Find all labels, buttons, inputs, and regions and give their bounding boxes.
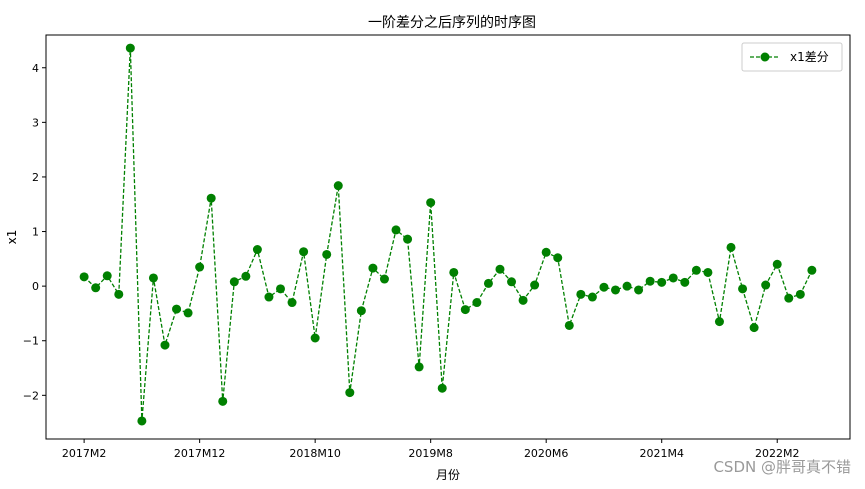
y-tick-label: 4 [32, 62, 39, 75]
data-point [195, 262, 205, 272]
data-point [276, 284, 285, 294]
data-point [137, 416, 147, 426]
x-tick-label: 2017M12 [174, 447, 225, 460]
data-point [657, 277, 667, 287]
x-tick-label: 2017M2 [62, 447, 106, 460]
y-tick-label: −1 [23, 335, 39, 348]
x-tick-label: 2019M8 [408, 447, 452, 460]
data-point [79, 272, 89, 282]
legend-box [741, 42, 843, 72]
data-point [599, 282, 609, 292]
data-point [426, 198, 436, 208]
data-point [333, 181, 343, 191]
data-point [530, 280, 540, 290]
data-point [564, 320, 574, 330]
data-point [622, 281, 632, 291]
data-point [645, 276, 655, 286]
data-point [749, 323, 759, 333]
data-point [691, 265, 701, 275]
x-axis: 2017M2 2017M12 2018M10 2019M8 2020M6 2021M4 20… [62, 439, 799, 460]
data-point [414, 362, 424, 372]
data-point [218, 396, 228, 406]
y-tick-label: 3 [32, 116, 39, 129]
data-point [460, 305, 470, 315]
data-point [472, 298, 482, 308]
chart-title: 一阶差分之后序列的时序图 [368, 15, 536, 31]
legend-marker [760, 52, 770, 62]
data-point [807, 265, 817, 275]
data-point [738, 284, 748, 294]
y-tick-label: 1 [32, 226, 39, 239]
y-tick-label: 2 [32, 171, 39, 184]
data-point [726, 242, 736, 252]
data-point [356, 306, 366, 316]
legend: x1差分 [741, 42, 843, 72]
data-point [391, 225, 401, 235]
data-point [148, 273, 158, 283]
data-point [241, 271, 251, 281]
legend-label: x1差分 [790, 50, 829, 64]
data-point [714, 317, 724, 327]
y-axis-label: x1 [5, 230, 19, 245]
data-point [495, 264, 505, 274]
data-point [437, 383, 447, 393]
data-point [576, 289, 586, 299]
series-layer [79, 43, 817, 426]
data-point [114, 289, 124, 299]
data-point [322, 249, 332, 259]
data-point [795, 289, 805, 299]
data-point [91, 283, 101, 293]
data-point [379, 274, 389, 284]
data-point [299, 247, 309, 257]
series-line [83, 48, 813, 422]
data-point [368, 263, 378, 273]
data-point [229, 277, 239, 287]
data-point [784, 293, 794, 303]
data-point [206, 193, 216, 203]
watermark: CSDN @胖哥真不错 [713, 458, 851, 476]
data-point [518, 295, 528, 305]
data-point [172, 304, 182, 314]
data-point [541, 247, 551, 257]
data-point [160, 340, 170, 350]
data-point [634, 285, 644, 295]
data-point [287, 298, 297, 308]
data-point [310, 333, 320, 343]
x-axis-label: 月份 [436, 468, 460, 482]
data-point [264, 292, 274, 302]
data-point [125, 43, 135, 53]
data-point [703, 267, 713, 277]
data-point [449, 267, 459, 277]
data-point [553, 253, 563, 263]
x-tick-label: 2022M2 [755, 447, 799, 460]
data-point [403, 234, 413, 244]
data-point [183, 308, 193, 318]
data-point [772, 259, 782, 269]
plot-area [45, 34, 851, 440]
y-tick-label: 0 [32, 280, 39, 293]
x-tick-label: 2020M6 [524, 447, 568, 460]
x-tick-label: 2021M4 [639, 447, 683, 460]
data-point [483, 278, 493, 288]
x-tick-label: 2018M10 [289, 447, 340, 460]
data-point [102, 271, 112, 281]
data-point [345, 388, 355, 398]
data-point [668, 273, 678, 283]
data-point [680, 277, 690, 287]
y-axis: −2 −1 0 1 2 3 4 [23, 62, 46, 402]
y-tick-label: −2 [23, 389, 39, 402]
data-point [611, 285, 620, 295]
data-point [252, 245, 262, 255]
data-point [507, 277, 517, 287]
data-point [587, 292, 597, 302]
data-point [761, 280, 771, 290]
